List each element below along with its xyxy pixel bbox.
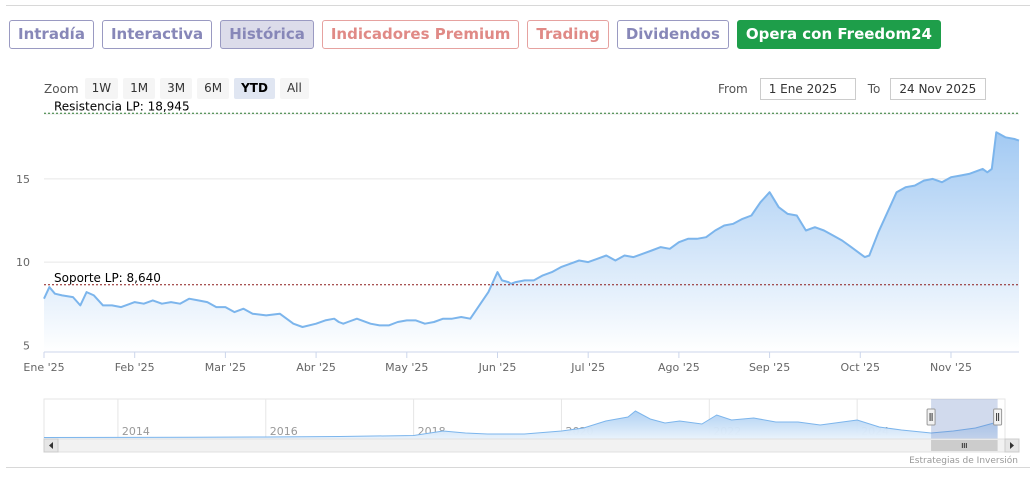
x-tick-label: Feb '25: [115, 361, 155, 374]
x-tick-label: Jun '25: [478, 361, 517, 374]
chart-tabs: Intradía Interactiva Histórica Indicador…: [9, 20, 941, 49]
date-range: From 1 Ene 2025 To 24 Nov 2025: [718, 78, 987, 100]
navigator-handle-right[interactable]: [993, 408, 1003, 426]
top-divider: [6, 5, 1030, 6]
y-tick-label: 5: [23, 339, 30, 352]
arrow-right-icon: [1010, 442, 1014, 449]
from-date-input[interactable]: 1 Ene 2025: [759, 78, 856, 100]
navigator-year-label: 2016: [270, 425, 298, 438]
x-tick-label: Nov '25: [930, 361, 972, 374]
zoom-all-button[interactable]: All: [279, 78, 309, 99]
zoom-6m-button[interactable]: 6M: [197, 78, 230, 99]
y-tick-label: 15: [16, 173, 30, 186]
tab-historica[interactable]: Histórica: [220, 20, 314, 49]
zoom-label: Zoom: [44, 81, 79, 96]
to-date-input[interactable]: 24 Nov 2025: [890, 78, 987, 100]
from-label: From: [718, 82, 748, 96]
x-tick-label: Mar '25: [205, 361, 246, 374]
support-label: Soporte LP: 8,640: [54, 271, 161, 285]
tab-trading[interactable]: Trading: [527, 20, 609, 49]
to-label: To: [867, 82, 881, 96]
zoom-1m-button[interactable]: 1M: [123, 78, 156, 99]
zoom-ytd-button[interactable]: YTD: [234, 78, 275, 99]
bottom-divider: [6, 467, 1030, 468]
resistance-label: Resistencia LP: 18,945: [54, 99, 190, 113]
opera-freedom24-button[interactable]: Opera con Freedom24: [736, 20, 941, 49]
x-tick-label: Oct '25: [841, 361, 881, 374]
tab-interactiva[interactable]: Interactiva: [101, 20, 213, 49]
y-tick-label: 10: [16, 256, 30, 269]
navigator-handle-left[interactable]: [926, 408, 936, 426]
tab-intradia[interactable]: Intradía: [9, 20, 94, 49]
x-tick-label: Ago '25: [658, 361, 700, 374]
zoom-3m-button[interactable]: 3M: [160, 78, 193, 99]
navigator-year-label: 2014: [122, 425, 150, 438]
zoom-selector: Zoom 1W 1M 3M 6M YTD All: [44, 78, 314, 99]
x-tick-label: Ene '25: [23, 361, 64, 374]
tab-indicadores-premium[interactable]: Indicadores Premium: [321, 20, 520, 49]
scrollbar-track[interactable]: [43, 438, 1020, 453]
x-tick-label: Abr '25: [296, 361, 336, 374]
price-line: [43, 131, 1020, 328]
arrow-left-icon: [49, 442, 53, 449]
x-tick-label: Jul '25: [570, 361, 605, 374]
price-area: [44, 132, 1019, 352]
tab-dividendos[interactable]: Dividendos: [616, 20, 729, 49]
chart-credit: Estrategias de Inversión: [909, 455, 1018, 466]
navigator-area: [44, 411, 998, 439]
x-tick-label: May '25: [385, 361, 428, 374]
navigator-line: [43, 410, 998, 438]
x-tick-label: Sep '25: [749, 361, 790, 374]
zoom-1w-button[interactable]: 1W: [84, 78, 119, 99]
